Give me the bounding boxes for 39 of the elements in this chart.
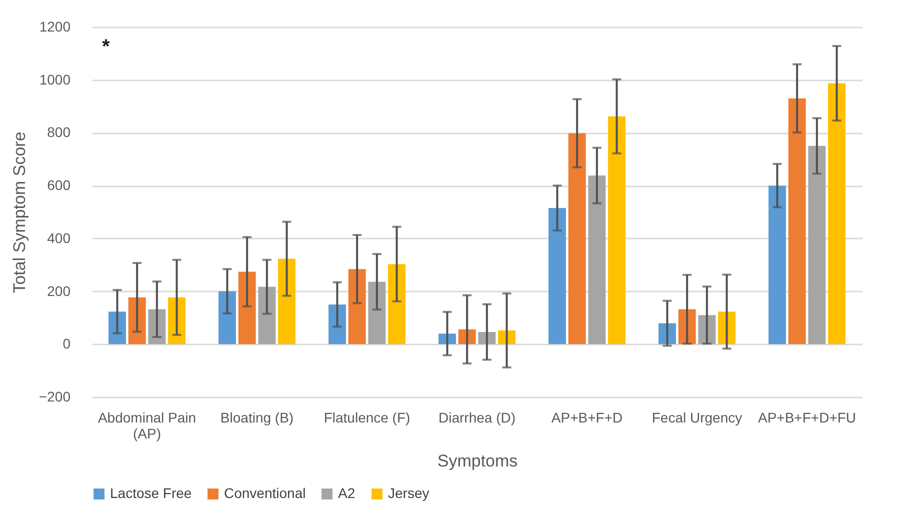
x-tick-label: Flatulence (F) bbox=[324, 410, 410, 426]
bar bbox=[368, 282, 386, 344]
y-tick-label: 800 bbox=[47, 124, 71, 140]
x-tick-label: Bloating (B) bbox=[220, 410, 294, 426]
x-axis-title: Symptoms bbox=[437, 452, 518, 470]
legend-label: Conventional bbox=[224, 485, 306, 501]
bar bbox=[258, 286, 276, 344]
y-tick-label: 1200 bbox=[39, 18, 71, 34]
bar bbox=[278, 258, 296, 344]
y-tick-label: 400 bbox=[47, 230, 71, 246]
x-tick-label: Diarrhea (D) bbox=[438, 410, 516, 426]
bar bbox=[568, 133, 586, 344]
bar bbox=[108, 312, 126, 344]
legend-label: Lactose Free bbox=[110, 485, 192, 501]
y-tick-label: 200 bbox=[47, 282, 71, 299]
bar bbox=[768, 186, 786, 344]
bar bbox=[808, 146, 826, 344]
annotation: * bbox=[102, 36, 110, 58]
x-tick-label: Fecal Urgency bbox=[652, 410, 742, 426]
y-tick-label: −200 bbox=[38, 388, 71, 404]
legend-label: Jersey bbox=[388, 485, 430, 501]
y-tick-label: 600 bbox=[47, 177, 71, 194]
x-tick-label: AP+B+F+D bbox=[551, 410, 623, 426]
bar bbox=[238, 272, 256, 344]
y-axis-title: Total Symptom Score bbox=[10, 132, 29, 294]
x-tick-label: AP+B+F+D+FU bbox=[758, 410, 856, 426]
y-tick-label: 1000 bbox=[39, 71, 71, 88]
bar bbox=[548, 208, 566, 344]
bar bbox=[388, 264, 406, 344]
bar bbox=[348, 269, 366, 344]
bar bbox=[218, 291, 236, 344]
bar bbox=[588, 176, 606, 344]
bar bbox=[788, 98, 806, 344]
y-tick-label: 0 bbox=[62, 336, 71, 352]
bar bbox=[608, 116, 626, 344]
bar bbox=[328, 304, 346, 344]
x-tick-label: Abdominal Pain (AP) bbox=[98, 410, 196, 442]
legend-label: A2 bbox=[338, 485, 356, 501]
bar bbox=[828, 83, 846, 344]
